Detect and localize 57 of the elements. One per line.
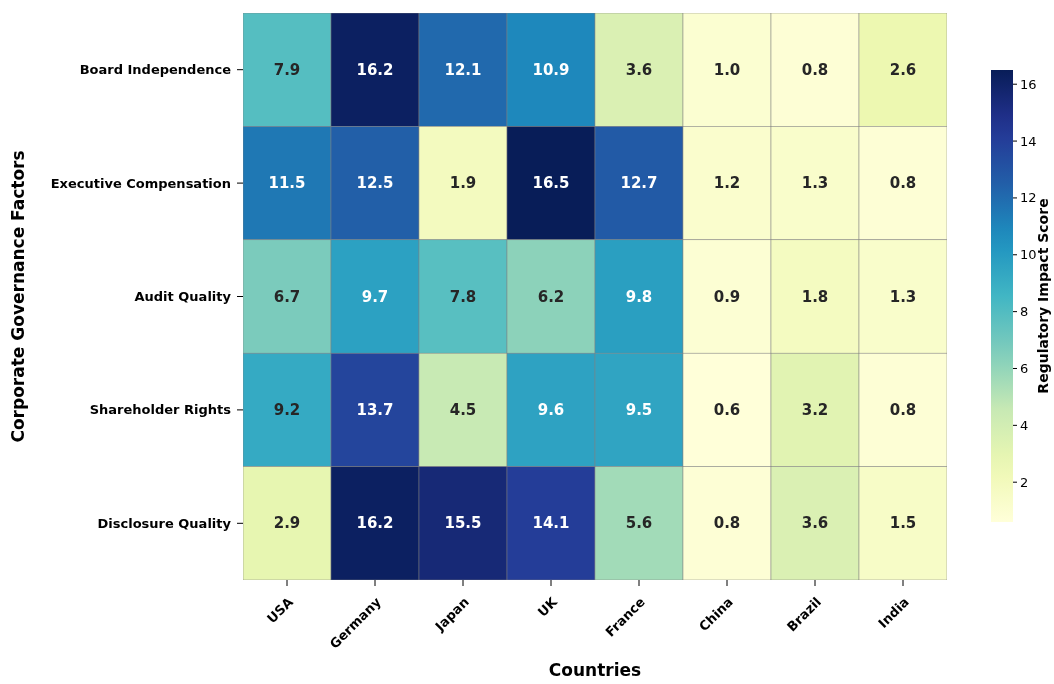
data-label: 1.3 — [801, 174, 829, 193]
data-label: 16.2 — [356, 514, 394, 533]
x-tick-label: UK — [534, 593, 561, 620]
data-label: 13.7 — [356, 400, 394, 419]
data-label: 7.8 — [449, 287, 477, 306]
data-label: 0.8 — [713, 514, 741, 533]
data-label: 5.6 — [625, 514, 653, 533]
data-label: 1.0 — [713, 60, 741, 79]
y-tick-label: Shareholder Rights — [89, 402, 232, 418]
y-tick-label: Executive Compensation — [50, 175, 231, 191]
data-label: 3.2 — [801, 400, 829, 419]
data-label: 0.8 — [801, 60, 829, 79]
data-label: 0.8 — [889, 400, 917, 419]
data-label: 1.5 — [889, 514, 917, 533]
color-bar-label: 2 — [1020, 474, 1029, 490]
data-label: 9.7 — [361, 287, 389, 306]
data-label: 0.6 — [713, 400, 741, 419]
data-label: 11.5 — [268, 174, 306, 193]
data-label: 1.9 — [449, 174, 477, 193]
y-axis-title: Corporate Governance Factors — [8, 150, 28, 443]
data-label: 6.2 — [537, 287, 565, 306]
y-tick-label: Audit Quality — [134, 289, 232, 304]
data-label: 9.2 — [273, 400, 301, 419]
data-label: 6.7 — [273, 287, 301, 306]
data-label: 15.5 — [444, 514, 482, 533]
data-label: 2.6 — [889, 60, 917, 79]
data-label: 12.1 — [444, 60, 482, 79]
color-bar-label: 8 — [1020, 304, 1029, 320]
color-bar-label: 14 — [1020, 133, 1037, 149]
data-label: 12.5 — [356, 174, 394, 193]
data-label: 2.9 — [273, 514, 301, 533]
data-label: 4.5 — [449, 400, 477, 419]
data-label: 16.5 — [532, 174, 570, 193]
data-label: 10.9 — [532, 60, 570, 79]
y-tick-label: Disclosure Quality — [97, 515, 232, 531]
data-label: 9.8 — [625, 287, 653, 306]
color-bar-title: Regulatory Impact Score — [1035, 198, 1051, 394]
color-bar-label: 16 — [1020, 76, 1037, 92]
color-bar-label: 10 — [1020, 247, 1037, 263]
data-label: 0.8 — [889, 174, 917, 193]
data-label: 1.2 — [713, 174, 741, 193]
data-label: 3.6 — [801, 514, 829, 533]
color-bar-label: 12 — [1020, 190, 1037, 206]
data-label: 9.6 — [537, 400, 565, 419]
data-label: 3.6 — [625, 60, 653, 79]
data-label: 14.1 — [532, 514, 570, 533]
color-bar-label: 6 — [1020, 360, 1029, 376]
data-label: 1.8 — [801, 287, 829, 306]
data-label: 16.2 — [356, 60, 394, 79]
y-tick-label: Board Independence — [79, 62, 232, 78]
data-label: 12.7 — [620, 174, 658, 193]
color-bar-label: 4 — [1020, 417, 1029, 433]
data-label: 7.9 — [273, 60, 301, 79]
data-label: 0.9 — [713, 287, 741, 306]
x-axis-title: Countries — [548, 660, 642, 680]
data-label: 1.3 — [889, 287, 917, 306]
data-label: 9.5 — [625, 400, 653, 419]
